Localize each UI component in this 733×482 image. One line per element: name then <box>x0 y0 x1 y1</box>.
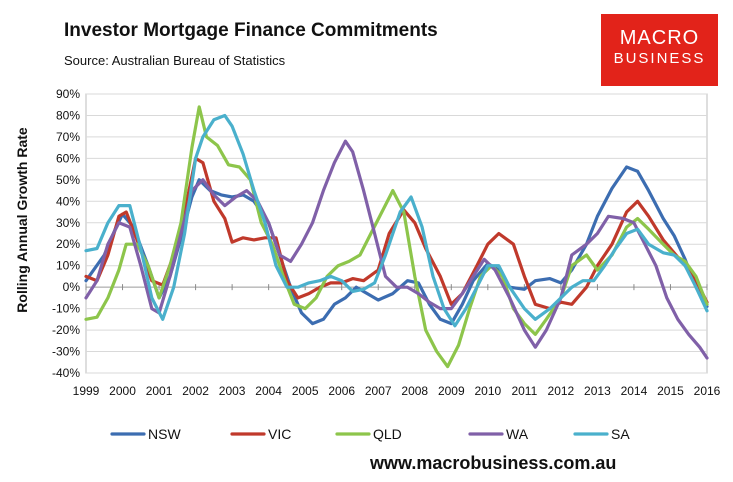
x-tick-label: 2004 <box>255 384 282 398</box>
x-tick-label: 2012 <box>548 384 575 398</box>
x-tick-label: 2006 <box>328 384 355 398</box>
x-tick-label: 2003 <box>219 384 246 398</box>
legend: NSW VIC QLD WA SA <box>110 426 630 442</box>
y-tick-label: 70% <box>56 130 80 144</box>
x-tick-label: 2011 <box>511 384 537 398</box>
logo-line-2: BUSINESS <box>613 50 706 67</box>
macrobusiness-logo: MACRO BUSINESS <box>601 14 718 86</box>
x-tick-label: 2008 <box>401 384 428 398</box>
series-line-wa <box>84 139 709 360</box>
x-tick-label: 2005 <box>292 384 319 398</box>
y-tick-label: 60% <box>56 151 80 165</box>
y-tick-label: 30% <box>56 216 80 230</box>
x-tick-label: 2009 <box>438 384 465 398</box>
y-tick-label: 50% <box>56 173 80 187</box>
series-line-qld <box>84 105 709 369</box>
legend-label-nsw: NSW <box>148 426 181 442</box>
series-line-sa <box>84 113 709 328</box>
x-tick-label: 2001 <box>146 384 173 398</box>
chart-title: Investor Mortgage Finance Commitments <box>64 20 438 41</box>
legend-label-vic: VIC <box>268 426 291 442</box>
y-tick-label: 40% <box>56 194 80 208</box>
legend-label-sa: SA <box>611 426 630 442</box>
x-tick-label: 2002 <box>182 384 209 398</box>
x-tick-label: 2015 <box>657 384 684 398</box>
y-tick-label: -10% <box>52 302 80 316</box>
y-tick-label: -20% <box>52 323 80 337</box>
y-tick-label: 20% <box>56 237 80 251</box>
y-tick-label: -40% <box>52 366 80 380</box>
x-tick-label: 2013 <box>584 384 611 398</box>
x-tick-label: 2014 <box>621 384 648 398</box>
legend-label-wa: WA <box>506 426 529 442</box>
y-tick-label: 80% <box>56 108 80 122</box>
x-tick-label: 1999 <box>73 384 100 398</box>
y-tick-label: 10% <box>56 259 80 273</box>
x-tick-label: 2010 <box>474 384 501 398</box>
y-tick-label: 0% <box>63 280 81 294</box>
y-tick-label: -30% <box>52 345 80 359</box>
logo-line-1: MACRO <box>619 27 700 49</box>
x-tick-label: 2016 <box>694 384 721 398</box>
footer-url: www.macrobusiness.com.au <box>370 453 617 473</box>
axes: 90% 80% 70% 60% 50% 40% 30% 20% 10% 0% -10% -20% -30… <box>52 87 721 398</box>
x-tick-label: 2000 <box>109 384 136 398</box>
y-tick-label: 90% <box>56 87 80 101</box>
x-tick-label: 2007 <box>365 384 392 398</box>
chart-source: Source: Australian Bureau of Statistics <box>64 53 286 68</box>
series-lines <box>84 105 709 369</box>
legend-label-qld: QLD <box>373 426 402 442</box>
